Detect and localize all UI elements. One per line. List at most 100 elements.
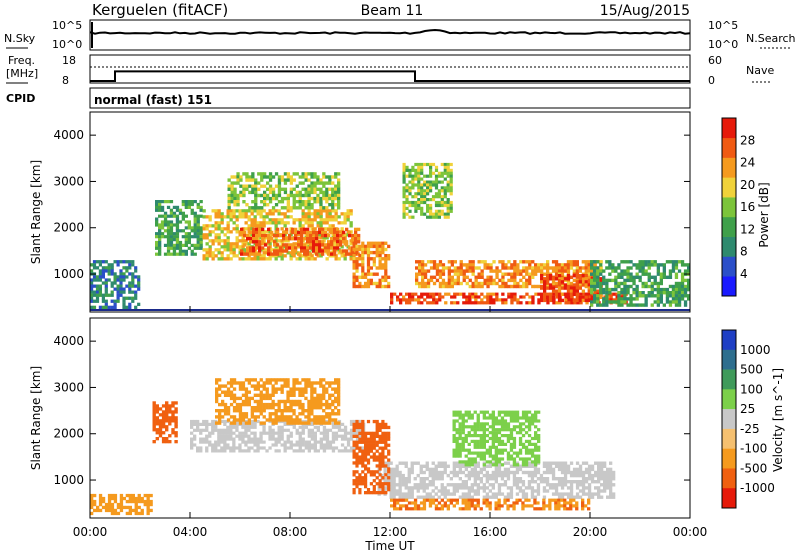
- data-cell: [250, 440, 254, 444]
- data-cell: [229, 381, 234, 385]
- data-cell: [554, 507, 558, 511]
- data-cell: [337, 390, 341, 394]
- data-cell: [482, 454, 486, 458]
- data-cell: [399, 301, 403, 305]
- data-cell: [125, 284, 129, 288]
- data-cell: [340, 434, 345, 438]
- data-cell: [268, 437, 272, 441]
- data-cell: [252, 227, 256, 232]
- data-cell: [349, 419, 354, 424]
- data-cell: [319, 178, 323, 182]
- data-cell: [316, 254, 320, 258]
- data-cell: [250, 396, 254, 401]
- data-cell: [249, 240, 253, 244]
- data-cell: [415, 266, 419, 270]
- data-cell: [638, 278, 642, 283]
- data-cell: [455, 470, 459, 475]
- data-cell: [479, 428, 483, 432]
- data-cell: [229, 230, 233, 234]
- data-cell: [525, 281, 529, 286]
- data-cell: [617, 275, 621, 279]
- data-cell: [594, 492, 598, 496]
- data-cell: [447, 272, 451, 276]
- data-cell: [298, 221, 302, 225]
- data-cell: [199, 200, 203, 204]
- data-cell: [525, 301, 529, 305]
- data-cell: [569, 486, 574, 490]
- data-cell: [175, 238, 180, 242]
- data-cell: [169, 235, 174, 239]
- data-cell: [274, 409, 278, 413]
- data-cell: [467, 492, 471, 496]
- data-cell: [259, 402, 263, 407]
- data-cell: [626, 287, 630, 292]
- data-cell: [358, 440, 362, 444]
- data-cell: [428, 501, 433, 505]
- data-cell: [241, 384, 246, 388]
- data-cell: [277, 200, 282, 204]
- data-cell: [396, 295, 400, 299]
- data-cell: [248, 184, 252, 188]
- data-cell: [500, 439, 505, 443]
- data-cell: [160, 214, 165, 218]
- data-cell: [513, 284, 517, 289]
- data-cell: [220, 437, 224, 441]
- data-cell: [256, 399, 260, 404]
- data-cell: [530, 464, 535, 468]
- data-cell: [488, 495, 492, 499]
- data-cell: [346, 431, 351, 435]
- data-cell: [554, 260, 559, 264]
- data-cell: [501, 272, 505, 276]
- data-cell: [497, 442, 502, 446]
- data-cell: [119, 287, 123, 291]
- data-cell: [113, 302, 117, 306]
- data-cell: [408, 168, 412, 172]
- data-cell: [479, 442, 483, 446]
- data-cell: [423, 212, 427, 216]
- data-cell: [650, 263, 654, 267]
- data-cell: [629, 260, 633, 264]
- data-cell: [381, 452, 385, 456]
- data-cell: [569, 461, 574, 465]
- data-cell: [253, 218, 257, 222]
- data-cell: [677, 294, 682, 298]
- data-cell: [524, 498, 528, 502]
- data-cell: [277, 187, 282, 191]
- data-cell: [500, 442, 505, 446]
- data-cell: [593, 294, 597, 298]
- data-cell: [426, 183, 430, 187]
- data-cell: [328, 402, 332, 407]
- data-cell: [491, 477, 495, 481]
- data-cell: [366, 458, 371, 462]
- data-cell: [486, 281, 490, 286]
- data-cell: [578, 295, 582, 299]
- data-cell: [626, 291, 630, 295]
- data-cell: [310, 437, 314, 441]
- data-cell: [440, 171, 444, 175]
- data-cell: [208, 233, 212, 237]
- data-cell: [486, 266, 490, 270]
- data-cell: [249, 249, 253, 253]
- data-cell: [339, 240, 343, 244]
- data-cell: [479, 439, 483, 443]
- data-cell: [653, 287, 657, 292]
- data-cell: [638, 269, 642, 273]
- data-cell: [277, 399, 281, 404]
- data-cell: [247, 396, 251, 401]
- data-cell: [310, 212, 314, 216]
- data-cell: [240, 227, 244, 232]
- data-cell: [190, 252, 194, 256]
- data-cell: [271, 212, 275, 216]
- data-cell: [316, 393, 320, 397]
- data-cell: [462, 292, 466, 296]
- data-cell: [107, 272, 111, 276]
- data-cell: [289, 193, 293, 198]
- data-cell: [421, 263, 425, 267]
- data-cell: [569, 504, 573, 508]
- data-cell: [372, 440, 376, 444]
- data-cell: [298, 434, 302, 438]
- data-cell: [659, 287, 663, 292]
- data-cell: [384, 278, 388, 283]
- data-cell: [521, 501, 525, 505]
- data-cell: [446, 162, 450, 167]
